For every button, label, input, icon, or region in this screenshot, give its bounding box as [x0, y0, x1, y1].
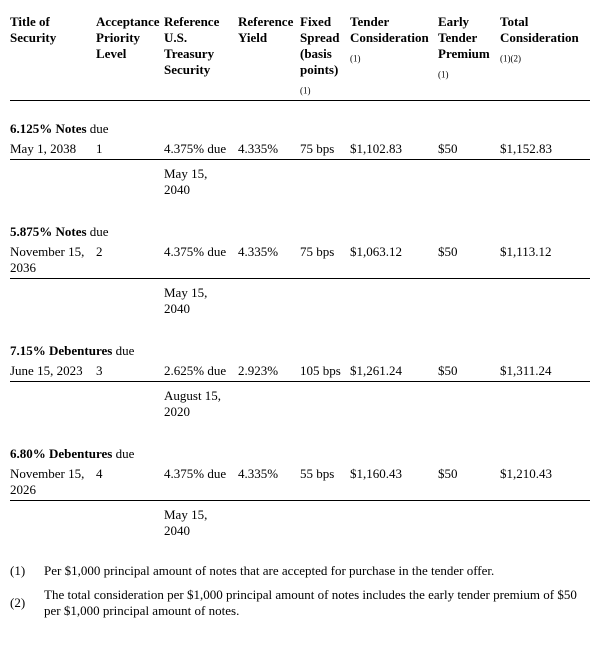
footnote-number: (2) [10, 583, 44, 623]
tender-consideration: $1,160.43 [350, 464, 438, 501]
col-tender-text: Tender Consideration [350, 14, 429, 45]
footnote-text: Per $1,000 principal amount of notes tha… [44, 559, 590, 583]
early-tender-premium: $50 [438, 464, 500, 501]
security-date: November 15, 2026 [10, 464, 96, 501]
security-title-bold: 6.125% Notes [10, 121, 87, 136]
table-row: May 1, 203814.375% due4.335%75 bps$1,102… [10, 139, 590, 160]
security-date: June 15, 2023 [10, 361, 96, 382]
security-title-plain: due [112, 446, 134, 461]
tender-consideration: $1,063.12 [350, 242, 438, 279]
security-title-plain: due [87, 121, 109, 136]
ref-security-line1: 4.375% due [164, 464, 238, 501]
priority-level: 3 [96, 361, 164, 382]
security-heading: 5.875% Notes due [10, 222, 590, 242]
security-date: May 1, 2038 [10, 139, 96, 160]
ref-security-line1: 4.375% due [164, 139, 238, 160]
security-title-plain: due [112, 343, 134, 358]
col-ref-security: Reference U.S. Treasury Security [164, 12, 238, 100]
table-row: June 15, 202332.625% due2.923%105 bps$1,… [10, 361, 590, 382]
fixed-spread: 105 bps [300, 361, 350, 382]
col-tender-sup: (1) [350, 54, 361, 64]
priority-level: 2 [96, 242, 164, 279]
security-heading: 7.15% Debentures due [10, 341, 590, 361]
fixed-spread: 55 bps [300, 464, 350, 501]
table-row: November 15, 202644.375% due4.335%55 bps… [10, 464, 590, 501]
footnote-number: (1) [10, 559, 44, 583]
footnote: (2)The total consideration per $1,000 pr… [10, 583, 590, 623]
priority-level: 4 [96, 464, 164, 501]
table-row-ref2: May 15, 2040 [10, 159, 590, 204]
col-premium-text: Early Tender Premium [438, 14, 490, 61]
security-title-bold: 7.15% Debentures [10, 343, 112, 358]
col-spread-sup: (1) [300, 86, 311, 96]
securities-table: Title of Security Acceptance Priority Le… [10, 12, 590, 545]
security-title: 7.15% Debentures due [10, 341, 590, 361]
ref-yield: 4.335% [238, 242, 300, 279]
security-title-bold: 6.80% Debentures [10, 446, 112, 461]
early-tender-premium: $50 [438, 139, 500, 160]
ref-yield: 4.335% [238, 139, 300, 160]
table-header: Title of Security Acceptance Priority Le… [10, 12, 590, 100]
early-tender-premium: $50 [438, 242, 500, 279]
col-premium-sup: (1) [438, 70, 449, 80]
priority-level: 1 [96, 139, 164, 160]
table-row-ref2: August 15, 2020 [10, 381, 590, 426]
security-heading: 6.125% Notes due [10, 119, 590, 139]
fixed-spread: 75 bps [300, 139, 350, 160]
security-title: 6.125% Notes due [10, 119, 590, 139]
ref-security-line2: May 15, 2040 [164, 278, 238, 323]
table-body: 6.125% Notes dueMay 1, 203814.375% due4.… [10, 100, 590, 545]
fixed-spread: 75 bps [300, 242, 350, 279]
total-consideration: $1,210.43 [500, 464, 590, 501]
ref-security-line2: August 15, 2020 [164, 381, 238, 426]
col-spread: Fixed Spread (basis points) (1) [300, 12, 350, 100]
col-priority: Acceptance Priority Level [96, 12, 164, 100]
security-title: 5.875% Notes due [10, 222, 590, 242]
col-total-sup: (1)(2) [500, 54, 521, 64]
ref-security-line1: 2.625% due [164, 361, 238, 382]
security-title-bold: 5.875% Notes [10, 224, 87, 239]
tender-consideration: $1,102.83 [350, 139, 438, 160]
footnotes: (1)Per $1,000 principal amount of notes … [10, 559, 590, 623]
table-row: November 15, 203624.375% due4.335%75 bps… [10, 242, 590, 279]
ref-security-line1: 4.375% due [164, 242, 238, 279]
col-ref-yield: Reference Yield [238, 12, 300, 100]
col-total-text: Total Consideration [500, 14, 579, 45]
total-consideration: $1,311.24 [500, 361, 590, 382]
col-total: Total Consideration (1)(2) [500, 12, 590, 100]
table-row-ref2: May 15, 2040 [10, 278, 590, 323]
total-consideration: $1,152.83 [500, 139, 590, 160]
security-title-plain: due [87, 224, 109, 239]
col-premium: Early Tender Premium (1) [438, 12, 500, 100]
footnote: (1)Per $1,000 principal amount of notes … [10, 559, 590, 583]
footnote-text: The total consideration per $1,000 princ… [44, 583, 590, 623]
col-title: Title of Security [10, 12, 96, 100]
ref-yield: 4.335% [238, 464, 300, 501]
tender-consideration: $1,261.24 [350, 361, 438, 382]
security-heading: 6.80% Debentures due [10, 444, 590, 464]
security-title: 6.80% Debentures due [10, 444, 590, 464]
col-spread-text: Fixed Spread (basis points) [300, 14, 340, 77]
early-tender-premium: $50 [438, 361, 500, 382]
total-consideration: $1,113.12 [500, 242, 590, 279]
ref-security-line2: May 15, 2040 [164, 159, 238, 204]
col-tender: Tender Consideration (1) [350, 12, 438, 100]
security-date: November 15, 2036 [10, 242, 96, 279]
page: Title of Security Acceptance Priority Le… [0, 0, 600, 643]
ref-security-line2: May 15, 2040 [164, 500, 238, 545]
table-row-ref2: May 15, 2040 [10, 500, 590, 545]
ref-yield: 2.923% [238, 361, 300, 382]
